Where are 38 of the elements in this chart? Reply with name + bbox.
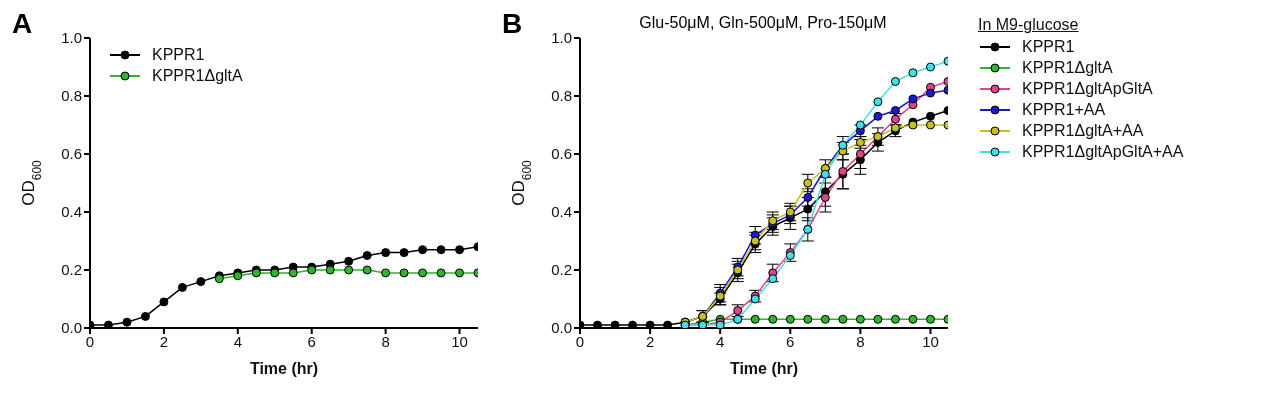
x-tick-label: 8 (381, 332, 390, 350)
legend-label: KPPR1ΔgltA (1022, 58, 1113, 77)
x-axis-title: Time (hr) (249, 360, 319, 377)
x-tick-label: 6 (786, 332, 795, 350)
x-tick-label: 2 (645, 332, 655, 350)
y-tick-label: 0.6 (551, 145, 572, 163)
y-tick-label: 1.0 (551, 29, 572, 47)
legend-label: KPPR1ΔgltApGltA (1022, 79, 1153, 98)
x-tick-label: 6 (307, 332, 316, 350)
chart-title: Glu-50μM, Gln-500μM, Pro-150μM (639, 14, 887, 31)
legend-label: KPPR1 (152, 45, 205, 64)
legend-label: KPPR1 (1022, 37, 1075, 56)
x-tick-label: 10 (451, 332, 468, 350)
x-tick-label: 10 (922, 332, 939, 350)
x-tick-label: 2 (159, 332, 169, 350)
text: B (502, 8, 523, 40)
y-tick-label: 0.2 (61, 261, 82, 279)
legend-label: KPPR1ΔgltA+AA (1022, 121, 1144, 140)
y-tick-label: 0.2 (551, 261, 572, 279)
legend-label: KPPR1+AA (1022, 100, 1106, 119)
x-axis-title: Time (hr) (729, 360, 799, 377)
x-tick-label: 0 (85, 332, 95, 350)
x-tick-label: 0 (575, 332, 585, 350)
x-tick-label: 4 (233, 332, 242, 350)
y-tick-label: 0.0 (551, 319, 572, 337)
legend-label: KPPR1ΔgltA (152, 66, 243, 85)
y-tick-label: 0.0 (61, 319, 82, 337)
y-tick-label: 0.6 (61, 145, 82, 163)
x-tick-label: 8 (856, 332, 865, 350)
text: A (12, 8, 33, 40)
y-tick-label: 0.4 (551, 203, 572, 221)
y-tick-label: 0.4 (61, 203, 82, 221)
x-tick-label: 4 (716, 332, 725, 350)
y-tick-label: 0.8 (61, 87, 82, 105)
legend-title: In M9-glucose (978, 16, 1080, 34)
legend-label: KPPR1ΔgltApGltA+AA (1022, 142, 1184, 161)
y-tick-label: 1.0 (61, 29, 82, 47)
y-tick-label: 0.8 (551, 87, 572, 105)
